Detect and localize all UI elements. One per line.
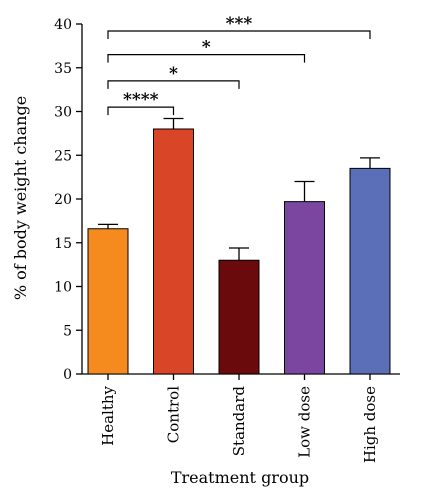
y-tick-label: 5: [63, 323, 72, 339]
y-axis-label: % of body weight change: [11, 96, 30, 300]
x-tick-label: Healthy: [99, 385, 117, 445]
significance-bracket: [107, 80, 240, 89]
significance-label: *: [202, 38, 211, 58]
bar: [218, 259, 260, 375]
x-tick-label: Control: [165, 386, 183, 443]
bar: [153, 128, 194, 375]
significance-bracket: [107, 54, 306, 63]
y-tick-label: 30: [54, 105, 72, 121]
y-tick-label: 35: [54, 61, 72, 77]
significance-label: ****: [123, 90, 159, 110]
y-tick-label: 15: [54, 236, 72, 252]
y-tick-label: 25: [54, 148, 72, 164]
y-tick-label: 20: [54, 192, 72, 208]
bar: [284, 201, 325, 375]
bars: [87, 117, 391, 375]
significance-label: ***: [226, 14, 253, 34]
x-axis-label: Treatment group: [171, 468, 309, 487]
x-tick-label: Low dose: [296, 386, 314, 458]
significance-label: *: [169, 64, 178, 84]
significance-bracket: [107, 30, 371, 39]
bar: [87, 228, 129, 375]
x-tick-label: High dose: [361, 386, 379, 463]
y-tick-label: 40: [54, 17, 72, 33]
significance-brackets: *********: [107, 14, 371, 116]
y-tick-label: 0: [63, 367, 72, 383]
significance-bracket: [107, 106, 175, 116]
x-tick-label: Standard: [230, 386, 248, 457]
bar: [349, 167, 391, 375]
axes: 0 5 10 15 20 25 30 35 40 Healthy Control Standard Lo…: [54, 17, 400, 463]
y-tick-label: 10: [54, 280, 72, 296]
